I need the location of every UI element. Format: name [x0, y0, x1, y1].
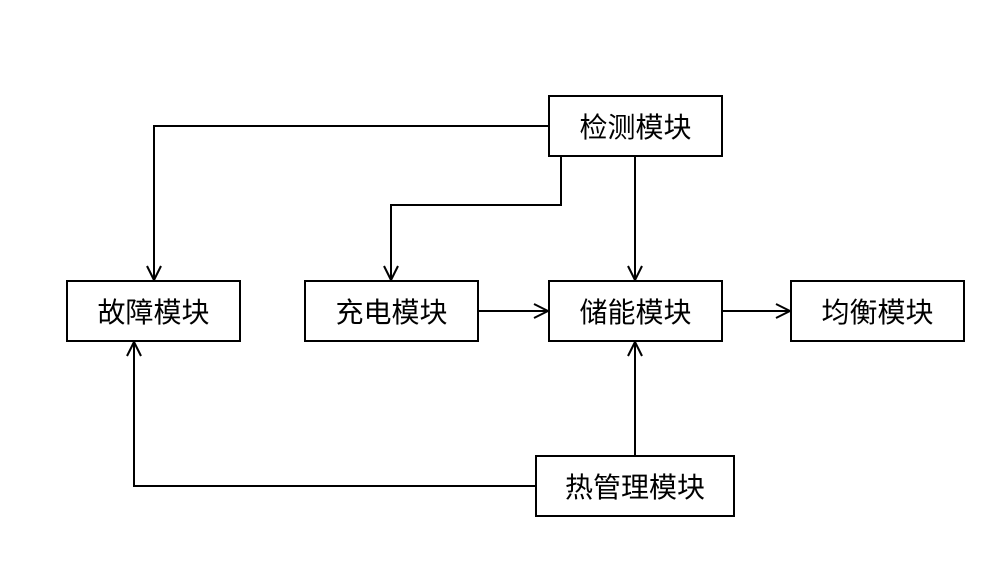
- node-fault-label: 故障模块: [97, 291, 209, 331]
- arrowhead-icon: [776, 304, 790, 311]
- arrowhead-icon: [534, 311, 548, 318]
- arrowhead-icon: [147, 266, 154, 280]
- arrowhead-icon: [127, 342, 134, 356]
- edge-thermal-to-fault: [134, 342, 535, 486]
- arrowhead-icon: [635, 266, 642, 280]
- edge-detection-to-fault: [154, 126, 548, 280]
- arrowhead-icon: [384, 266, 391, 280]
- arrowhead-icon: [628, 266, 635, 280]
- node-storage-label: 储能模块: [579, 291, 691, 331]
- node-storage: 储能模块: [548, 280, 723, 342]
- node-detection: 检测模块: [548, 95, 723, 157]
- node-fault: 故障模块: [66, 280, 241, 342]
- arrowhead-icon: [776, 311, 790, 318]
- arrowhead-icon: [154, 266, 161, 280]
- node-balancing: 均衡模块: [790, 280, 965, 342]
- arrowhead-icon: [635, 342, 642, 356]
- node-balancing-label: 均衡模块: [821, 291, 933, 331]
- arrowhead-icon: [391, 266, 398, 280]
- node-detection-label: 检测模块: [579, 106, 691, 146]
- node-thermal-label: 热管理模块: [565, 466, 705, 506]
- node-charging-label: 充电模块: [335, 291, 447, 331]
- edge-detection-to-charging: [391, 157, 561, 280]
- arrowhead-icon: [534, 304, 548, 311]
- node-thermal: 热管理模块: [535, 455, 735, 517]
- arrowhead-icon: [134, 342, 141, 356]
- node-charging: 充电模块: [304, 280, 479, 342]
- arrowhead-icon: [628, 342, 635, 356]
